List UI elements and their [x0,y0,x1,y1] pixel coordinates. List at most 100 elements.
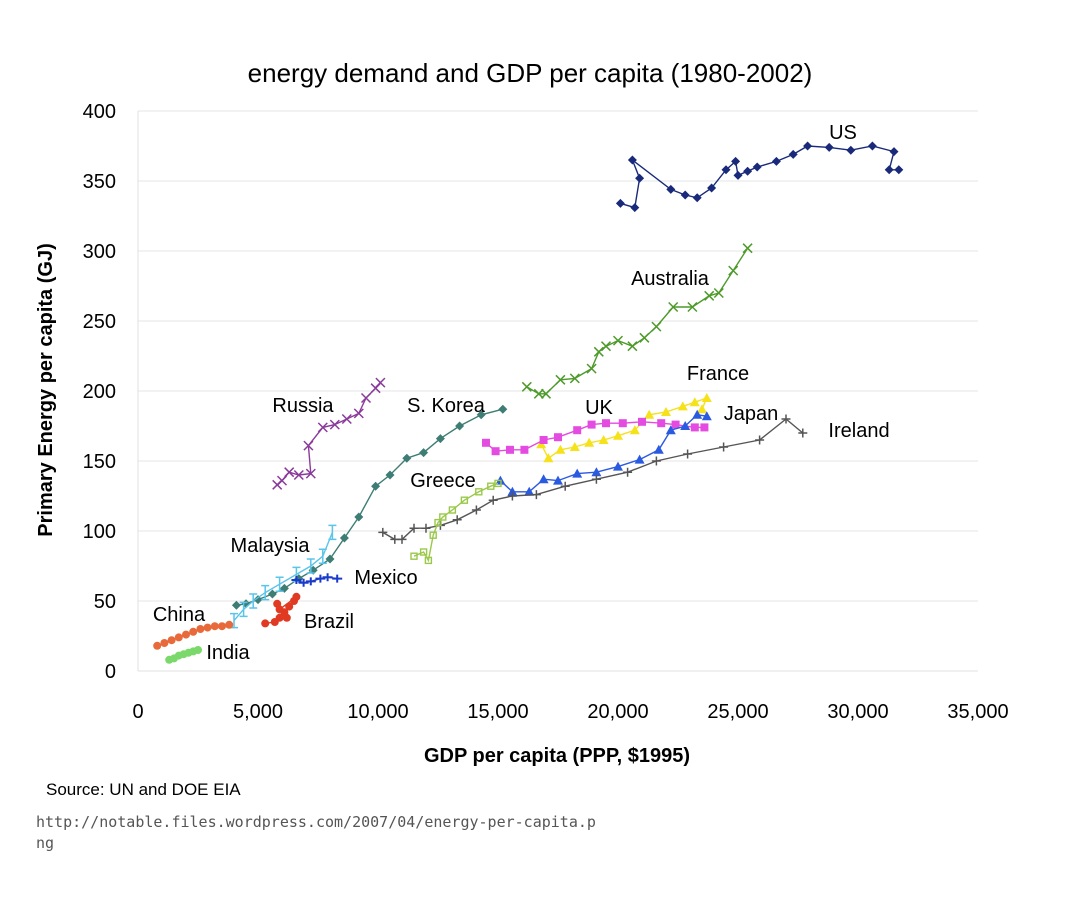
series-s-korea [231,404,508,610]
data-point [613,461,623,471]
data-point [160,639,169,647]
data-point [167,636,176,645]
data-point [253,595,263,605]
data-point [354,512,364,522]
data-point [781,414,791,424]
data-point [613,430,623,440]
data-point [421,523,431,533]
data-point [591,467,602,477]
data-point [692,193,702,203]
data-point [690,423,699,432]
data-point [341,413,352,425]
data-point [627,155,637,165]
data-point [531,490,541,500]
data-point [697,404,707,414]
data-point [210,622,219,631]
data-point [482,438,490,447]
data-point [704,290,715,301]
data-point [586,363,597,374]
data-point [194,646,202,654]
data-point [555,444,566,454]
data-point [521,381,532,392]
data-point [867,141,877,151]
data-point [701,411,712,421]
data-point [153,641,162,650]
series-uk [482,417,709,456]
series-label: Australia [631,268,710,290]
y-tick-label: 200 [83,381,116,403]
data-point [591,474,601,484]
data-point [329,419,340,430]
y-tick-label: 100 [83,521,116,543]
data-point [434,518,442,527]
data-point [409,523,419,533]
data-point [653,444,664,454]
data-point [554,433,562,442]
data-point [419,548,428,556]
data-point [524,486,535,496]
data-point [402,453,412,463]
data-point [225,620,234,629]
data-point [317,422,328,433]
data-point [553,475,563,485]
data-point [494,479,502,488]
data-point [593,346,604,357]
data-point [543,453,554,463]
data-point [666,184,676,194]
data-point [560,481,570,491]
data-point [261,584,270,601]
data-point [635,173,645,183]
data-point [692,409,703,419]
data-point [651,321,662,332]
data-point [298,578,309,587]
x-tick-label: 25,000 [707,701,768,723]
data-point [639,332,650,343]
data-point [475,488,483,496]
data-point [452,515,462,525]
data-point [752,162,762,172]
data-point [598,435,609,444]
data-point [719,442,729,452]
data-point [196,625,205,633]
series-france [536,393,712,463]
data-point [448,506,457,514]
data-point [894,165,904,175]
data-point [634,454,645,464]
data-point [318,548,327,564]
data-point [569,373,580,384]
data-point [275,613,284,622]
data-point [385,470,395,480]
data-point [275,576,284,592]
data-point [612,335,624,346]
series-malaysia [230,524,337,629]
x-axis-ticks: 0 5,000 10,000 15,000 20,000 25,000 30,000 35,0… [132,701,1008,723]
data-point [539,436,548,444]
data-point [507,491,517,501]
data-point [846,145,856,155]
data-point [325,554,335,564]
data-point [638,417,646,426]
data-point [661,407,671,416]
data-point [261,619,270,628]
data-point [239,601,248,618]
data-point [618,419,627,428]
data-point [429,531,437,539]
data-point [305,577,316,586]
series-label: Mexico [354,567,417,589]
data-point [460,496,469,504]
data-point [824,142,834,152]
chart: energy demand and GDP per capita (1980-2… [35,58,1009,767]
data-point [573,426,582,435]
data-point [339,533,349,543]
data-point [218,622,226,631]
data-point [332,574,343,583]
data-point [615,198,625,208]
y-tick-label: 50 [94,591,116,613]
data-point [701,393,712,402]
data-point [285,602,294,611]
y-axis-label: Primary Energy per capita (GJ) [35,243,57,536]
data-point [803,141,813,151]
series-label: Japan [724,403,779,425]
image-url: http://notable.files.wordpress.com/2007/… [36,813,596,852]
data-point [375,377,386,388]
